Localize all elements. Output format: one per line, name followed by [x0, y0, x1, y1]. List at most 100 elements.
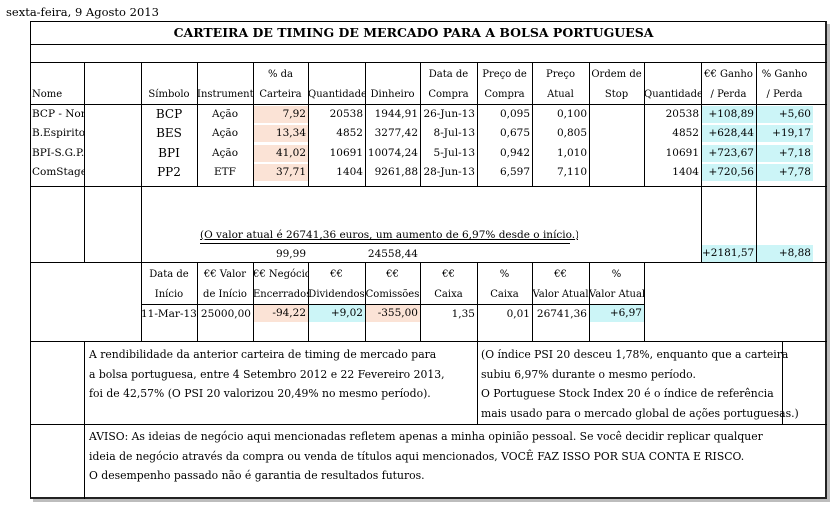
stats-col-divider [589, 262, 590, 341]
header-ordem-stop-2: Stop [604, 89, 629, 100]
header-data-compra-1: Data de [428, 69, 469, 80]
cell-pct: 7,92 [254, 106, 308, 123]
stats-header-caixa-pct-1: % [499, 269, 510, 280]
cell-preco-atual: 1,010 [556, 147, 587, 159]
cell-preco-compra: 0,675 [499, 127, 530, 139]
cell-dinheiro: 3277,42 [374, 127, 418, 139]
cell-ganho-eur: +628,44 [702, 125, 756, 142]
cell-nome: BCP - Nom. e Port.Re [32, 108, 84, 120]
stats-header-data-inicio-2: Início [154, 289, 184, 300]
stats-header-valor-inicio-2: de Início [203, 289, 247, 300]
stat-valor-atual-pct: +6,97 [590, 305, 644, 322]
stats-col-divider [141, 262, 142, 341]
stats-header-valor-atual-pct-2: Valor Atual [589, 289, 644, 300]
cell-preco-compra: 0,095 [499, 108, 530, 120]
col-divider [141, 62, 142, 262]
stat-data-inicio: 11-Mar-13 [141, 308, 197, 320]
stats-col-divider [308, 262, 309, 341]
header-ordem-stop-1: Ordem de [591, 69, 642, 80]
cell-preco-atual: 0,100 [556, 108, 587, 120]
notes-divider [782, 341, 783, 424]
stats-col-divider [197, 262, 198, 341]
cell-ganho-eur: +108,89 [702, 106, 756, 123]
cell-preco-compra: 0,942 [499, 147, 530, 159]
header-preco-atual-2: Atual [547, 89, 574, 100]
header-top-rule [30, 62, 827, 63]
header-quantidade2: Quantidade [644, 89, 701, 100]
cell-instrumento: ETF [214, 166, 236, 178]
cell-pct: 41,02 [254, 145, 308, 162]
col-divider [197, 62, 198, 186]
pct-total: 99,99 [275, 248, 306, 260]
header-pct-carteira-1: % da [267, 69, 294, 80]
cell-data: 5-Jul-13 [433, 147, 475, 159]
report-date: sexta-feira, 9 Agosto 2013 [6, 5, 159, 19]
stats-col-divider [644, 262, 645, 341]
cell-ganho-pct: +5,60 [757, 106, 813, 123]
stats-header-rule [141, 304, 644, 305]
notes-bottom-rule [30, 424, 827, 425]
cell-dinheiro: 1944,91 [374, 108, 418, 120]
header-preco-compra-1: Preço de [482, 69, 527, 80]
cell-simbolo: BES [156, 126, 182, 140]
cell-nome: BPI-S.G.P.S.-Nom.Por [32, 147, 84, 159]
header-simbolo: Símbolo [148, 89, 190, 100]
cell-preco-atual: 7,110 [556, 166, 587, 178]
header-ganho-pct-1: % Ganho [761, 69, 808, 80]
notes-left: A rendibilidade da anterior carteira de … [89, 345, 445, 404]
note-line: A rendibilidade da anterior carteira de … [89, 348, 437, 361]
cell-instrumento: Ação [211, 108, 239, 120]
header-data-compra-2: Compra [428, 89, 469, 100]
col-divider [365, 62, 366, 186]
stat-negocios: -94,22 [254, 305, 308, 322]
stats-col-divider [365, 262, 366, 341]
notes-divider [84, 341, 85, 499]
stat-valor-atual: 26741,36 [536, 308, 587, 320]
cell-ganho-pct: +19,17 [757, 125, 813, 142]
stats-header-negocios-1: €€ Negócios [253, 269, 308, 280]
cell-stop [589, 145, 644, 162]
header-instrumento: Instrument [197, 89, 253, 100]
col-divider [756, 62, 757, 262]
stats-header-dividendos-1: €€ [330, 269, 343, 280]
header-bottom-rule [30, 104, 827, 105]
title-rule [30, 44, 827, 45]
cell-quantidade2: 10691 [665, 147, 699, 159]
stats-header-caixa-1: €€ [442, 269, 455, 280]
cell-simbolo: PP2 [157, 165, 181, 179]
cell-pct: 13,34 [254, 125, 308, 142]
cell-quantidade: 4852 [336, 127, 363, 139]
stats-col-divider [532, 262, 533, 341]
header-pct-carteira-2: Carteira [259, 89, 302, 100]
cell-simbolo: BCP [155, 107, 183, 121]
report-title: CARTEIRA DE TIMING DE MERCADO PARA A BOL… [173, 25, 654, 40]
stats-header-valor-inicio-1: €€ Valor [203, 269, 247, 280]
header-quantidade: Quantidade [308, 89, 365, 100]
stats-header-caixa-pct-2: Caixa [490, 289, 519, 300]
cell-instrumento: Ação [211, 127, 239, 139]
notes-right: (O índice PSI 20 desceu 1,78%, enquanto … [481, 345, 799, 423]
col-divider [644, 62, 645, 186]
cell-dinheiro: 9261,88 [374, 166, 418, 178]
col-divider [477, 62, 478, 186]
stat-comissoes: -355,00 [366, 305, 420, 322]
cell-pct: 37,71 [254, 164, 308, 181]
header-preco-compra-2: Compra [484, 89, 525, 100]
dinheiro-total: 24558,44 [367, 248, 418, 260]
stat-caixa-pct: 0,01 [506, 308, 530, 320]
header-nome: Nome [32, 89, 63, 100]
note-line: mais usado para o mercado global de açõe… [481, 406, 799, 420]
stat-valor-inicio: 25000,00 [200, 308, 251, 320]
cell-dinheiro: 10074,24 [367, 147, 418, 159]
cell-ganho-eur: +720,56 [702, 164, 756, 181]
cell-stop [589, 164, 644, 181]
col-divider [589, 62, 590, 186]
header-dinheiro: Dinheiro [370, 89, 415, 100]
cell-quantidade: 20538 [329, 108, 363, 120]
cell-ganho-eur: +723,67 [702, 145, 756, 162]
header-ganho-eur-1: €€ Ganho [704, 69, 753, 80]
col-divider [253, 62, 254, 186]
valor-atual-text: (O valor atual é 26741,36 euros, um aume… [200, 229, 578, 241]
col-divider [308, 62, 309, 186]
cell-nome: ComStage ETF PSI 20 [32, 166, 84, 178]
